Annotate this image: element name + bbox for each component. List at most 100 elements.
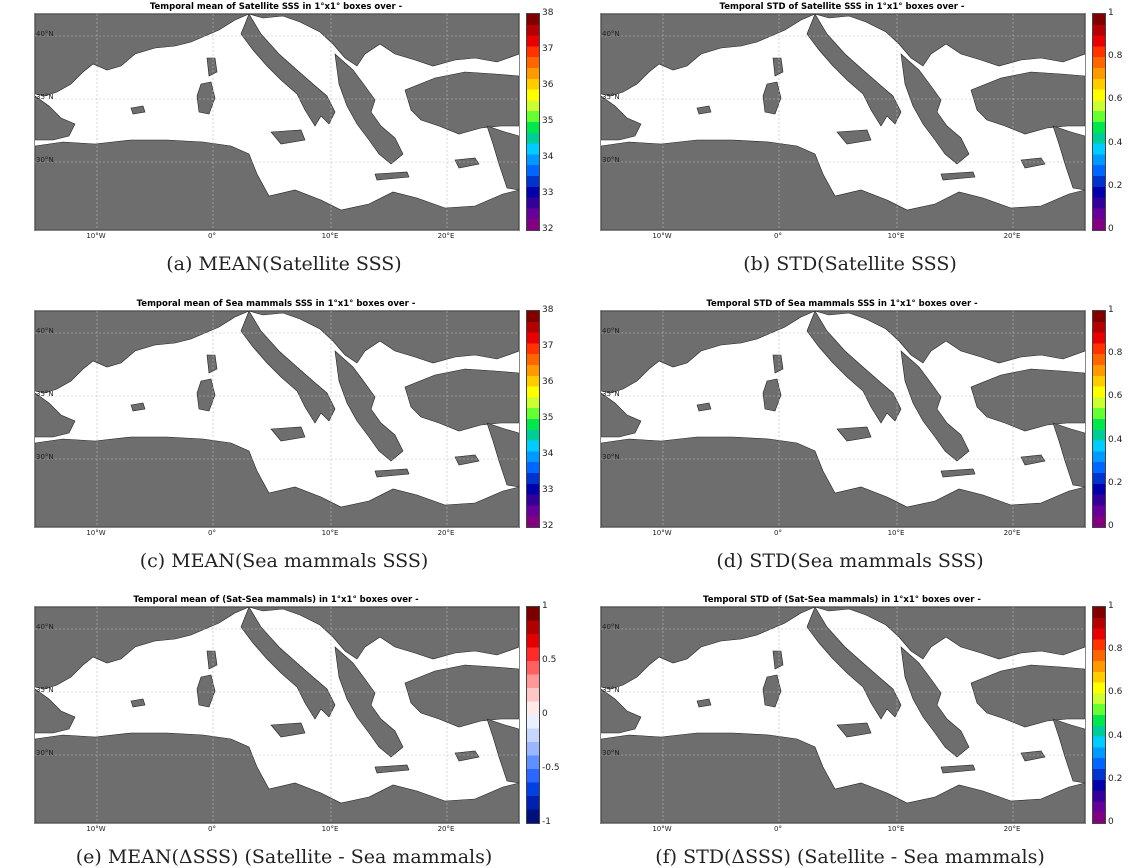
land-mass	[601, 139, 1085, 230]
land-mass	[806, 607, 902, 720]
land-mass	[601, 95, 642, 141]
land-mass	[454, 157, 480, 169]
latitude-label: 35°N	[36, 93, 54, 101]
figure-caption: (d) STD(Sea mammals SSS)	[716, 550, 984, 572]
longitude-label: 0°	[208, 825, 216, 833]
land-mass	[35, 436, 519, 527]
longitude-label: 20°E	[1003, 232, 1021, 240]
land-mass	[240, 607, 336, 720]
land-mass	[374, 764, 410, 774]
land-mass	[35, 311, 519, 394]
land-mass	[196, 378, 216, 412]
colorbar-tick-label: 35	[542, 116, 554, 126]
colorbar-tick-label: 0.4	[1108, 137, 1123, 148]
longitude-label: 0°	[208, 232, 216, 240]
latitude-label: 35°N	[36, 686, 54, 694]
land-mass	[35, 392, 76, 438]
map-area	[600, 13, 1086, 231]
map-area	[34, 310, 520, 528]
longitude-label: 0°	[208, 529, 216, 537]
longitude-label: 10°W	[86, 825, 106, 833]
map-area	[34, 606, 520, 824]
land-mass	[970, 368, 1085, 432]
longitude-label: 10°W	[652, 232, 672, 240]
figure-caption: (c) MEAN(Sea mammals SSS)	[139, 550, 429, 572]
map-area	[600, 606, 1086, 824]
land-mass	[601, 688, 642, 734]
land-mass	[35, 95, 76, 141]
land-mass	[836, 129, 872, 145]
colorbar	[1092, 606, 1106, 824]
longitude-label: 20°E	[437, 529, 455, 537]
colorbar-tick-label: 37	[542, 44, 554, 54]
colorbar-tick-label: 0.2	[1108, 773, 1123, 784]
land-mass	[1052, 422, 1085, 488]
latitude-label: 40°N	[602, 327, 620, 335]
colorbar-tick-label: 0.4	[1108, 730, 1123, 741]
land-mass	[601, 436, 1085, 527]
land-mass	[762, 81, 782, 115]
longitude-label: 10°E	[887, 232, 905, 240]
colorbar-tick-label: 38	[542, 305, 554, 315]
figure-caption: (b) STD(Satellite SSS)	[743, 253, 957, 275]
colorbar-tick-label: 1	[1108, 601, 1114, 611]
longitude-label: 20°E	[1003, 825, 1021, 833]
colorbar-tick-label: 0.6	[1108, 94, 1123, 105]
land-mass	[374, 171, 410, 181]
land-mass	[806, 311, 902, 424]
land-mass	[762, 674, 782, 708]
land-mass	[696, 698, 712, 708]
map-title: Temporal mean of (Sat-Sea mammals) in 1°…	[133, 595, 419, 605]
land-mass	[334, 53, 404, 165]
land-mass	[772, 354, 784, 374]
land-mass	[35, 732, 519, 823]
land-mass	[196, 81, 216, 115]
land-mass	[772, 57, 784, 77]
latitude-label: 35°N	[602, 93, 620, 101]
land-mass	[270, 129, 306, 145]
land-mass	[836, 722, 872, 738]
land-mass	[206, 354, 218, 374]
colorbar	[526, 310, 540, 528]
colorbar-tick-label: 38	[542, 8, 554, 18]
land-mass	[762, 378, 782, 412]
colorbar	[526, 13, 540, 231]
land-mass	[206, 57, 218, 77]
land-mass	[1020, 750, 1046, 762]
land-mass	[900, 646, 970, 758]
land-mass	[196, 674, 216, 708]
land-mass	[404, 664, 519, 728]
land-mass	[404, 71, 519, 135]
longitude-label: 20°E	[437, 825, 455, 833]
land-mass	[940, 171, 976, 181]
land-mass	[940, 468, 976, 478]
land-mass	[486, 422, 519, 488]
land-mass	[601, 732, 1085, 823]
land-mass	[601, 607, 1085, 690]
land-mass	[836, 426, 872, 442]
latitude-label: 35°N	[602, 686, 620, 694]
land-mass	[900, 53, 970, 165]
land-mass	[130, 105, 146, 115]
figure-caption: (a) MEAN(Satellite SSS)	[166, 253, 402, 275]
land-mass	[454, 750, 480, 762]
colorbar-tick-label: 0.2	[1108, 477, 1123, 488]
map-title: Temporal mean of Sea mammals SSS in 1°x1…	[136, 299, 416, 309]
longitude-label: 10°W	[86, 232, 106, 240]
latitude-label: 30°N	[36, 156, 54, 164]
latitude-label: 30°N	[36, 749, 54, 757]
land-mass	[130, 698, 146, 708]
land-mass	[454, 454, 480, 466]
map-svg	[35, 311, 519, 527]
land-mass	[940, 764, 976, 774]
latitude-label: 30°N	[602, 156, 620, 164]
land-mass	[334, 646, 404, 758]
colorbar-tick-label: 32	[542, 521, 554, 531]
longitude-label: 10°E	[887, 825, 905, 833]
colorbar-tick-label: 0.5	[542, 655, 557, 665]
map-title: Temporal STD of (Sat-Sea mammals) in 1°x…	[703, 595, 981, 605]
colorbar-tick-label: 33	[542, 485, 554, 495]
map-area	[600, 310, 1086, 528]
land-mass	[1020, 157, 1046, 169]
colorbar-tick-label: 36	[542, 377, 554, 387]
